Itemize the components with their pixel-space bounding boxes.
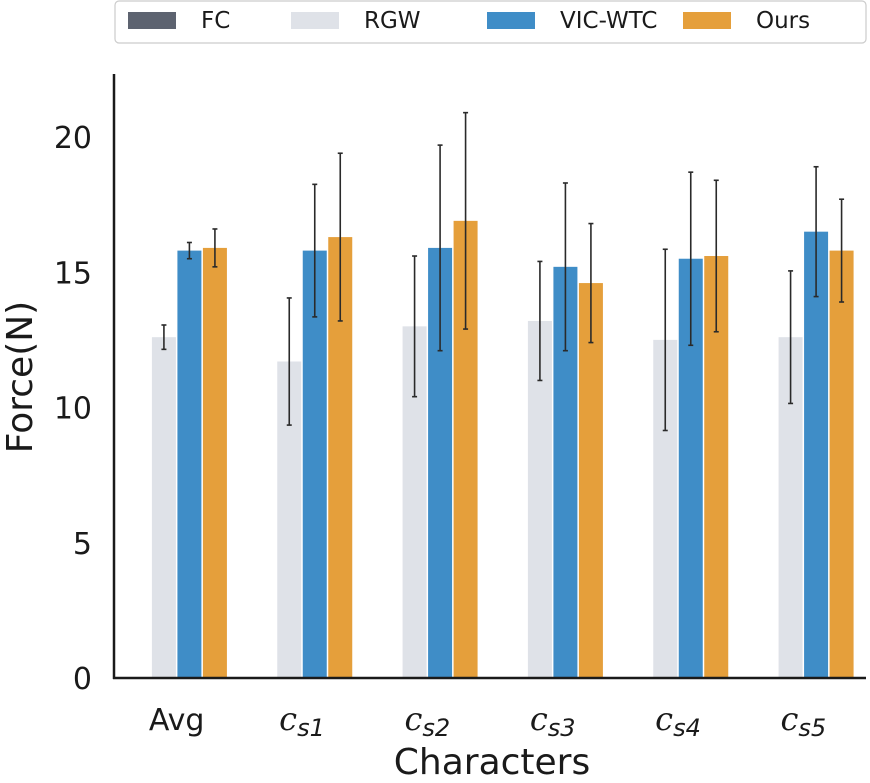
- error-bar-rgw-2: [412, 255, 418, 398]
- legend-swatch: [683, 12, 731, 29]
- error-bar-rgw-5: [788, 270, 794, 405]
- error-bar-ours-2: [463, 111, 469, 330]
- x-axis-title: Characters: [394, 742, 591, 783]
- error-bar-rgw-0: [161, 324, 167, 351]
- legend-item-rgw: RGW: [291, 8, 421, 34]
- error-bar-ours-3: [588, 222, 594, 344]
- error-bar-ours-0: [212, 228, 218, 268]
- x-tick-label: cs2: [404, 700, 450, 742]
- axes-group: Avg cs1 cs2 cs3 cs4 cs5 0 5 10 15 20: [54, 74, 866, 742]
- error-bar-vic-wtc-2: [437, 144, 443, 352]
- legend: FC RGW VIC-WTC Ours: [114, 0, 867, 44]
- error-bar-vic-wtc-0: [186, 241, 192, 260]
- legend-label: RGW: [364, 8, 421, 34]
- error-bar-rgw-4: [662, 248, 668, 432]
- legend-swatch: [291, 12, 339, 29]
- error-bar-vic-wtc-1: [312, 183, 318, 318]
- legend-swatch: [128, 12, 176, 29]
- bar-ours-3: [578, 283, 603, 678]
- error-bar-rgw-1: [286, 297, 292, 426]
- legend-item-fc: FC: [128, 8, 230, 34]
- legend-item-ours: Ours: [683, 8, 810, 34]
- legend-label: Ours: [756, 8, 810, 34]
- error-bars-group: [161, 111, 845, 432]
- legend-label: FC: [201, 8, 230, 34]
- legend-swatch: [487, 12, 535, 29]
- error-bar-vic-wtc-5: [813, 165, 819, 298]
- error-bar-ours-4: [713, 179, 719, 333]
- x-tick-label: cs3: [530, 700, 576, 742]
- x-tick-label: cs4: [655, 700, 701, 742]
- bars-group: [151, 220, 854, 679]
- x-tick-label: cs5: [780, 700, 826, 742]
- x-tick-label: cs1: [279, 700, 325, 742]
- error-bar-ours-5: [839, 198, 845, 303]
- y-tick-label: 0: [73, 662, 92, 697]
- y-axis-title: Force(N): [0, 301, 41, 453]
- bar-vic-wtc-5: [804, 231, 829, 679]
- bar-ours-5: [829, 250, 854, 679]
- y-tick-label: 20: [54, 121, 92, 156]
- bar-rgw-0: [151, 337, 176, 678]
- bar-vic-wtc-1: [302, 250, 327, 679]
- bar-vic-wtc-0: [177, 250, 202, 679]
- error-bar-ours-1: [337, 152, 343, 322]
- y-tick-label: 15: [54, 256, 92, 291]
- legend-label: VIC-WTC: [560, 8, 657, 34]
- error-bar-rgw-3: [537, 260, 543, 382]
- error-bar-vic-wtc-3: [562, 182, 568, 352]
- error-bar-vic-wtc-4: [688, 171, 694, 347]
- x-tick-label: Avg: [149, 703, 205, 738]
- y-tick-label: 5: [73, 527, 92, 562]
- y-tick-label: 10: [54, 392, 92, 427]
- bar-ours-0: [202, 247, 227, 678]
- legend-item-vic-wtc: VIC-WTC: [487, 8, 657, 34]
